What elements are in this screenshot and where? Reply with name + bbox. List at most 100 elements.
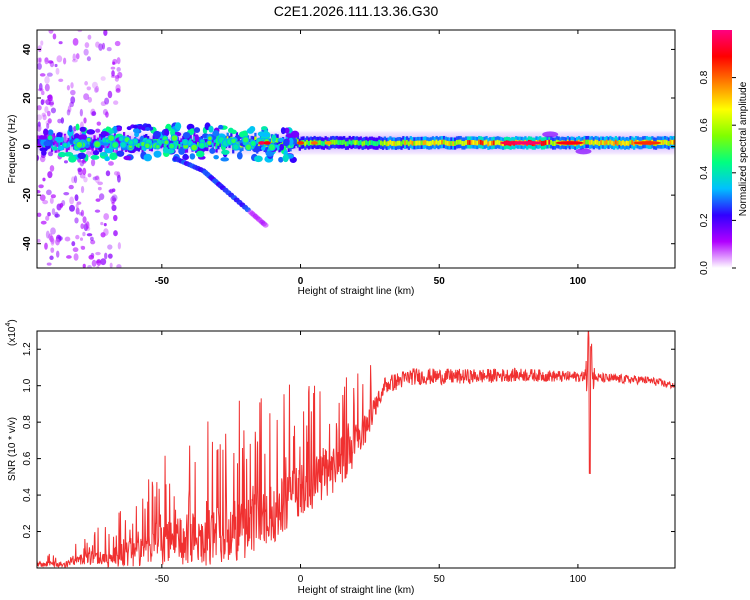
ridge-cell-core [540, 141, 544, 146]
branch-cell [262, 222, 269, 228]
ridge-cell-core [387, 141, 390, 146]
ridge-cell-core [435, 139, 438, 145]
speckle [40, 220, 47, 225]
y-tick-label: -20 [22, 187, 33, 202]
speckle [113, 230, 118, 237]
ridge-blob [99, 151, 108, 157]
speckle [50, 107, 57, 114]
speckle [84, 42, 90, 49]
speckle [47, 211, 51, 217]
ridge-cell-core [372, 140, 375, 146]
colorbar-ticks: 0.0 0.2 0.4 0.6 0.8 [699, 70, 736, 275]
speckle [63, 57, 67, 65]
ridge-cell-core [603, 140, 607, 146]
speckle [45, 230, 50, 239]
speckle [108, 189, 112, 193]
snr-y-label: SNR (10 * v/v) [7, 417, 18, 481]
spectrogram-panel: -50 0 50 100 -40 -20 0 20 40 Height of straight… [7, 29, 676, 297]
ridge-cell-core [215, 144, 218, 149]
ridge-cell-core [470, 139, 473, 145]
y-tick-label: 0.2 [22, 524, 33, 538]
speckle [107, 244, 113, 250]
ridge-cell-core [391, 141, 394, 146]
snr-series [37, 331, 675, 568]
speckle [95, 198, 101, 202]
speckle [107, 253, 113, 259]
speckle [102, 108, 108, 116]
speckle [100, 232, 106, 238]
x-tick-label: 50 [434, 276, 446, 287]
speckle [63, 160, 68, 164]
ridge-cell-core [660, 140, 663, 146]
speckle [103, 223, 107, 227]
ridge-blob [51, 146, 58, 151]
ridge-cell-core [444, 140, 448, 146]
speckle [47, 171, 53, 179]
speckle [82, 231, 86, 237]
ridge-blob-bright [62, 142, 69, 149]
ridge-blob [285, 133, 293, 138]
speckle [117, 174, 121, 183]
speckle [80, 185, 85, 194]
y-tick-label: 40 [22, 43, 33, 55]
ridge-blob [254, 155, 263, 163]
speckle [49, 165, 55, 172]
x-tick-label: -50 [155, 276, 170, 287]
speckle [86, 56, 91, 62]
chart-title: C2E1.2026.111.13.36.G30 [274, 3, 439, 19]
speckle [49, 255, 54, 261]
snr-y-ticks: 0.2 0.4 0.6 0.8 1.0 1.2 [22, 342, 675, 538]
ridge-blob [252, 147, 261, 153]
ridge-cell-core [631, 140, 634, 145]
speckle [69, 196, 75, 205]
speckle [114, 40, 121, 47]
speckle [37, 154, 40, 162]
speckle [80, 245, 86, 250]
ridge-blob [230, 129, 237, 135]
speckle [78, 212, 83, 216]
speckle [46, 72, 53, 77]
speckle [63, 135, 68, 143]
x-tick-label: 0 [298, 574, 304, 585]
ridge-blob-upper [145, 126, 151, 131]
speckle [50, 194, 56, 199]
ridge-cell-core [110, 140, 113, 146]
speckle [41, 99, 46, 104]
ridge-blob [104, 148, 114, 154]
spectrogram-y-ticks: -40 -20 0 20 40 [22, 43, 675, 251]
ridge-cell-core [607, 140, 610, 146]
ridge-cell-core [415, 140, 418, 146]
speckle [107, 90, 113, 99]
speckle [75, 53, 80, 60]
speckle [58, 78, 64, 83]
speckle [96, 260, 101, 264]
ridge-cell-core [339, 139, 342, 145]
ridge-blob [208, 125, 214, 133]
ridge-cell-core [673, 139, 675, 145]
speckle [44, 76, 50, 84]
ridge-cell-core [307, 141, 311, 146]
snr-multiplier-exponent: 4 [5, 323, 12, 327]
ridge-blob [116, 150, 125, 157]
ridge-cell-core [629, 139, 632, 145]
ridge-cell-core [622, 140, 625, 146]
ridge-blobs [38, 122, 300, 163]
speckle [37, 105, 42, 111]
ridge-blob-bright [206, 139, 213, 146]
ridge-cell-core [424, 140, 427, 145]
speckle [90, 158, 96, 167]
speckle [111, 70, 115, 77]
speckle [37, 62, 42, 70]
speckle [109, 262, 113, 268]
ridge-blob [213, 155, 219, 160]
x-tick-label: 100 [570, 276, 587, 287]
speckle [73, 253, 79, 261]
ridge-cell-core [368, 140, 372, 146]
ridge-cell-core [481, 140, 484, 146]
ridge-cell-core [287, 143, 290, 149]
colorbar-scale [712, 30, 732, 268]
speckle [108, 161, 114, 166]
speckle [42, 177, 46, 182]
ridge-cell-core [489, 140, 492, 146]
ridge-cell-core [474, 140, 477, 146]
